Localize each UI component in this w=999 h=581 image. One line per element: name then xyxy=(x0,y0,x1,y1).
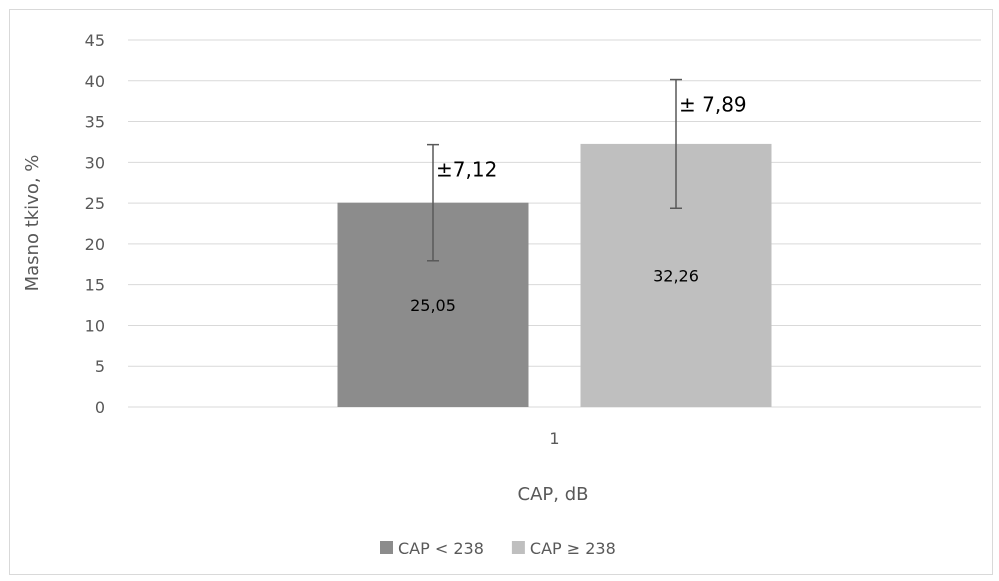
legend-label: CAP ≥ 238 xyxy=(530,539,616,558)
y-tick-label: 35 xyxy=(85,113,105,132)
y-tick-label: 5 xyxy=(95,357,105,376)
y-tick-label: 15 xyxy=(85,276,105,295)
y-tick-label: 20 xyxy=(85,235,105,254)
y-axis-title: Masno tkivo, % xyxy=(22,155,43,292)
y-tick-label: 30 xyxy=(85,153,105,172)
data-label-value: 32,26 xyxy=(653,266,699,285)
y-axis-ticks: 0 5 10 15 20 25 30 35 40 45 xyxy=(85,31,105,417)
legend-swatch xyxy=(512,541,525,554)
y-tick-label: 25 xyxy=(85,194,105,213)
y-tick-label: 45 xyxy=(85,31,105,50)
data-label-error: ±7,12 xyxy=(436,158,497,182)
gridlines xyxy=(128,40,981,407)
data-label-error: ± 7,89 xyxy=(679,93,747,117)
x-tick-label: 1 xyxy=(549,429,559,448)
y-tick-label: 40 xyxy=(85,72,105,91)
y-tick-label: 0 xyxy=(95,398,105,417)
x-axis-ticks: 1 xyxy=(549,429,559,448)
legend: CAP < 238 CAP ≥ 238 xyxy=(380,539,616,558)
legend-label: CAP < 238 xyxy=(398,539,484,558)
x-axis-title: CAP, dB xyxy=(518,484,589,505)
y-tick-label: 10 xyxy=(85,316,105,335)
data-label-value: 25,05 xyxy=(410,296,456,315)
legend-swatch xyxy=(380,541,393,554)
bars xyxy=(338,144,772,407)
